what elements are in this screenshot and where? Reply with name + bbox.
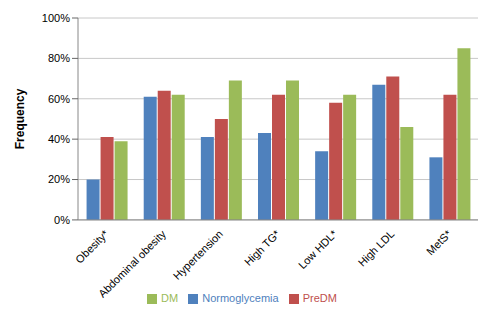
svg-text:Frequency: Frequency	[13, 88, 27, 149]
svg-text:Obesity*: Obesity*	[73, 227, 111, 265]
svg-text:Hypertension: Hypertension	[171, 228, 225, 282]
html-text:PreDM: PreDM	[302, 291, 337, 304]
svg-text:80%: 80%	[48, 52, 70, 64]
svg-text:20%: 20%	[48, 173, 70, 185]
svg-text:40%: 40%	[48, 133, 70, 145]
svg-text:100%: 100%	[42, 12, 70, 24]
svg-text:0%: 0%	[54, 214, 70, 226]
svg-text:High TG*: High TG*	[242, 227, 283, 268]
svg-text:60%: 60%	[48, 93, 70, 105]
svg-text:MetS*: MetS*	[424, 227, 454, 257]
svg-text:Abdominal obesity: Abdominal obesity	[96, 227, 168, 299]
html-text:DM: DM	[161, 291, 179, 304]
html-text:Normoglycemia: Normoglycemia	[202, 291, 279, 304]
svg-text:Low HDL*: Low HDL*	[296, 227, 340, 271]
svg-text:High LDL: High LDL	[356, 228, 397, 269]
